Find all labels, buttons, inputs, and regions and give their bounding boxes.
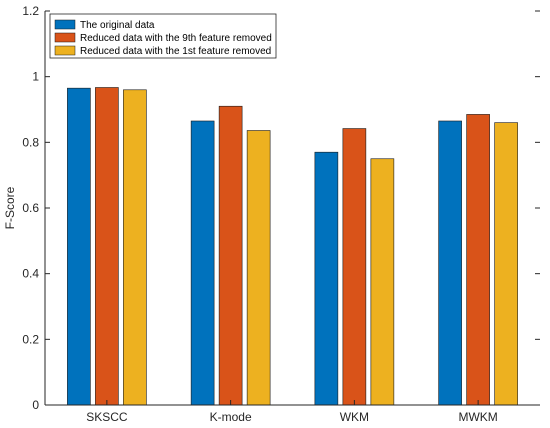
x-tick-label: WKM [340,410,369,424]
bar-mwkm-series-3 [494,122,518,406]
bar-skscc-series-3 [123,89,147,406]
y-tick-label: 0.6 [22,201,39,215]
bar-wkm-series-1 [314,151,339,406]
y-tick-label: 0.2 [22,332,39,346]
x-tick-label: K-mode [210,410,252,424]
legend-swatch-series-2 [54,32,76,43]
bar-k-mode-series-2 [218,105,243,406]
bars-group [67,87,518,406]
legend-label-series-1: The original data [80,20,155,31]
legend-swatch-series-3 [54,45,76,56]
legend-swatch-series-1 [54,19,76,30]
bar-skscc-series-2 [95,87,119,406]
bar-mwkm-series-2 [466,114,490,406]
x-tick-label: MWKM [458,410,497,424]
legend-box [49,13,277,59]
legend: The original data Reduced data with the 9… [49,13,277,59]
y-tick-label: 0.4 [22,267,39,281]
y-axis-label: F-Score [3,186,17,229]
bar-skscc-series-1 [67,87,91,406]
x-tick-label: SKSCC [86,410,128,424]
y-tick-label: 1 [32,70,39,84]
y-tick-label: 0.8 [22,135,39,149]
plot-background [45,11,540,405]
legend-label-series-3: Reduced data with the 1st feature remove… [80,46,271,57]
bar-wkm-series-3 [370,158,395,406]
legend-label-series-2: Reduced data with the 9th feature remove… [80,33,272,44]
y-tick-label: 1.2 [22,4,39,18]
y-tick-label: 0 [32,398,39,412]
bar-k-mode-series-3 [246,130,271,406]
y-ticks-group: 0 0.2 0.4 0.6 0.8 1 1.2 [22,4,540,412]
bar-mwkm-series-1 [438,120,462,406]
bar-wkm-series-2 [342,128,367,406]
x-ticks-group: SKSCC K-mode WKM MWKM [86,400,498,424]
bar-k-mode-series-1 [190,120,215,406]
